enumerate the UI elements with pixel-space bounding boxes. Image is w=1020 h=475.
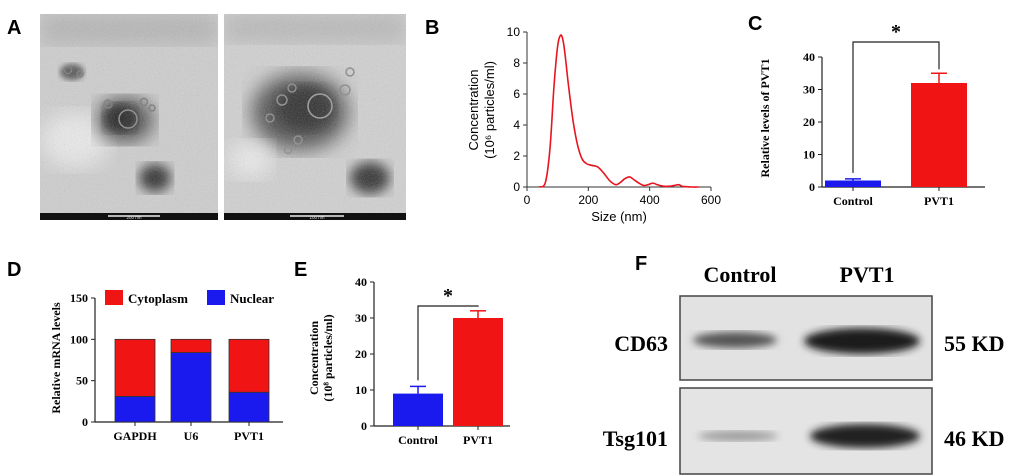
b-y-tick-label: 10 bbox=[507, 25, 521, 39]
panel-label-c: C bbox=[748, 13, 762, 35]
c-bar-pvt1 bbox=[911, 83, 967, 187]
blot-column-pvt1: PVT1 bbox=[840, 262, 895, 287]
d-y-tick-label: 50 bbox=[76, 374, 88, 388]
e-y-tick-label: 40 bbox=[355, 275, 367, 289]
western-blot: Control PVT1 CD63 Tsg101 55 KD 46 KD bbox=[603, 262, 1005, 475]
legend-swatch-cytoplasm bbox=[105, 290, 123, 305]
d-y-tick-label: 0 bbox=[82, 415, 88, 429]
d-bar-pvt1-cytoplasm bbox=[228, 338, 270, 393]
d-plot-area: 0 50 100 150 GAPDH U6 PVT1 bbox=[70, 291, 283, 443]
e-y-tick-label: 0 bbox=[361, 419, 367, 433]
c-bar-control bbox=[825, 180, 881, 187]
b-ylabel-title: Concentration bbox=[466, 70, 481, 151]
chart-c: Relative levels of PVT1 0 10 20 30 40 Control… bbox=[758, 21, 985, 208]
blot-column-control: Control bbox=[704, 262, 777, 287]
scale-bar-label: 200 nm bbox=[126, 215, 141, 220]
b-xlabel: Size (nm) bbox=[591, 209, 647, 224]
panel-label-a: A bbox=[7, 17, 21, 39]
d-bar-gapdh-cytoplasm bbox=[114, 338, 156, 397]
chart-b: Concentration (10⁶ particles/ml) 0 2 4 6 8 10… bbox=[466, 25, 721, 224]
d-ylabel: Relative mRNA levels bbox=[49, 302, 63, 414]
c-y-tick-label: 40 bbox=[803, 50, 815, 64]
b-y-tick-label: 6 bbox=[513, 87, 520, 101]
panel-label-b: B bbox=[425, 17, 439, 39]
b-y-tick-label: 4 bbox=[513, 118, 520, 132]
e-bar-pvt1 bbox=[453, 318, 503, 426]
blot-protein-tsg101: Tsg101 bbox=[603, 426, 668, 451]
panel-label-f: F bbox=[635, 253, 647, 275]
legend-label-nuclear: Nuclear bbox=[230, 291, 274, 306]
e-y-tick-label: 20 bbox=[355, 347, 367, 361]
b-x-tick-label: 0 bbox=[524, 193, 531, 207]
c-y-tick-label: 0 bbox=[809, 180, 815, 194]
blot-weight-tsg101: 46 KD bbox=[944, 426, 1005, 451]
d-y-tick-label: 100 bbox=[70, 332, 88, 346]
panel-label-e: E bbox=[294, 259, 307, 281]
legend-swatch-nuclear bbox=[207, 290, 225, 305]
e-x-tick-label: Control bbox=[398, 433, 438, 447]
b-ylabel: Concentration (10⁶ particles/ml) bbox=[466, 61, 497, 159]
blot-strip-tsg101 bbox=[679, 387, 933, 475]
c-y-tick-label: 10 bbox=[803, 148, 815, 162]
tem-image-left: 200 nm bbox=[40, 14, 218, 220]
b-y-tick-label: 8 bbox=[513, 56, 520, 70]
legend-label-cytoplasm: Cytoplasm bbox=[128, 291, 188, 306]
scale-bar-label: 100 nm bbox=[309, 215, 324, 220]
e-y-tick-label: 30 bbox=[355, 311, 367, 325]
d-legend: Cytoplasm Nuclear bbox=[105, 290, 274, 306]
c-x-tick-label: PVT1 bbox=[924, 194, 954, 208]
panel-label-d: D bbox=[7, 259, 21, 281]
c-ylabel: Relative levels of PVT1 bbox=[758, 59, 772, 178]
d-bar-gapdh-nuclear bbox=[114, 395, 156, 423]
b-x-tick-label: 600 bbox=[701, 193, 721, 207]
chart-e: Concentration (10⁸ particles/ml) 0 10 20 30… bbox=[307, 275, 510, 447]
b-y-tick-label: 2 bbox=[513, 149, 520, 163]
b-x-tick-label: 200 bbox=[578, 193, 598, 207]
blot-strip-cd63 bbox=[679, 295, 933, 381]
blot-weight-cd63: 55 KD bbox=[944, 331, 1005, 356]
d-bar-pvt1-nuclear bbox=[228, 391, 270, 423]
tem-image-right: 100 nm bbox=[224, 14, 406, 220]
d-x-tick-label: PVT1 bbox=[234, 429, 264, 443]
b-y-tick-label: 0 bbox=[513, 180, 520, 194]
e-x-tick-label: PVT1 bbox=[463, 433, 493, 447]
b-ylabel-unit: (10⁶ particles/ml) bbox=[482, 61, 497, 159]
d-x-tick-label: GAPDH bbox=[113, 429, 157, 443]
c-y-tick-label: 20 bbox=[803, 115, 815, 129]
b-series-line bbox=[538, 34, 699, 188]
e-y-tick-label: 10 bbox=[355, 383, 367, 397]
d-y-tick-label: 150 bbox=[70, 291, 88, 305]
d-bar-u6-cytoplasm bbox=[170, 338, 212, 353]
c-y-tick-label: 30 bbox=[803, 83, 815, 97]
e-significance-bracket bbox=[417, 305, 479, 381]
e-ylabel: Concentration (10⁸ particles/ml) bbox=[307, 314, 335, 401]
chart-d: Relative mRNA levels 0 50 100 150 GAPDH U6 PVT… bbox=[49, 290, 283, 443]
b-plot-area: 0 2 4 6 8 10 0 200 400 600 bbox=[507, 25, 722, 207]
e-significance-star: * bbox=[443, 285, 453, 307]
d-bar-u6-nuclear bbox=[170, 352, 212, 423]
d-x-tick-label: U6 bbox=[184, 429, 199, 443]
blot-protein-cd63: CD63 bbox=[614, 331, 668, 356]
b-x-tick-label: 400 bbox=[640, 193, 660, 207]
e-ylabel-unit: (10⁸ particles/ml) bbox=[321, 314, 335, 401]
e-plot-area: 0 10 20 30 40 Control PVT1 * bbox=[355, 275, 510, 447]
c-significance-bracket bbox=[852, 41, 940, 173]
e-bar-control bbox=[393, 393, 443, 426]
e-ylabel-title: Concentration bbox=[307, 321, 321, 395]
c-significance-star: * bbox=[891, 21, 901, 43]
c-plot-area: 0 10 20 30 40 Control PVT1 * bbox=[803, 21, 985, 208]
c-x-tick-label: Control bbox=[833, 194, 873, 208]
